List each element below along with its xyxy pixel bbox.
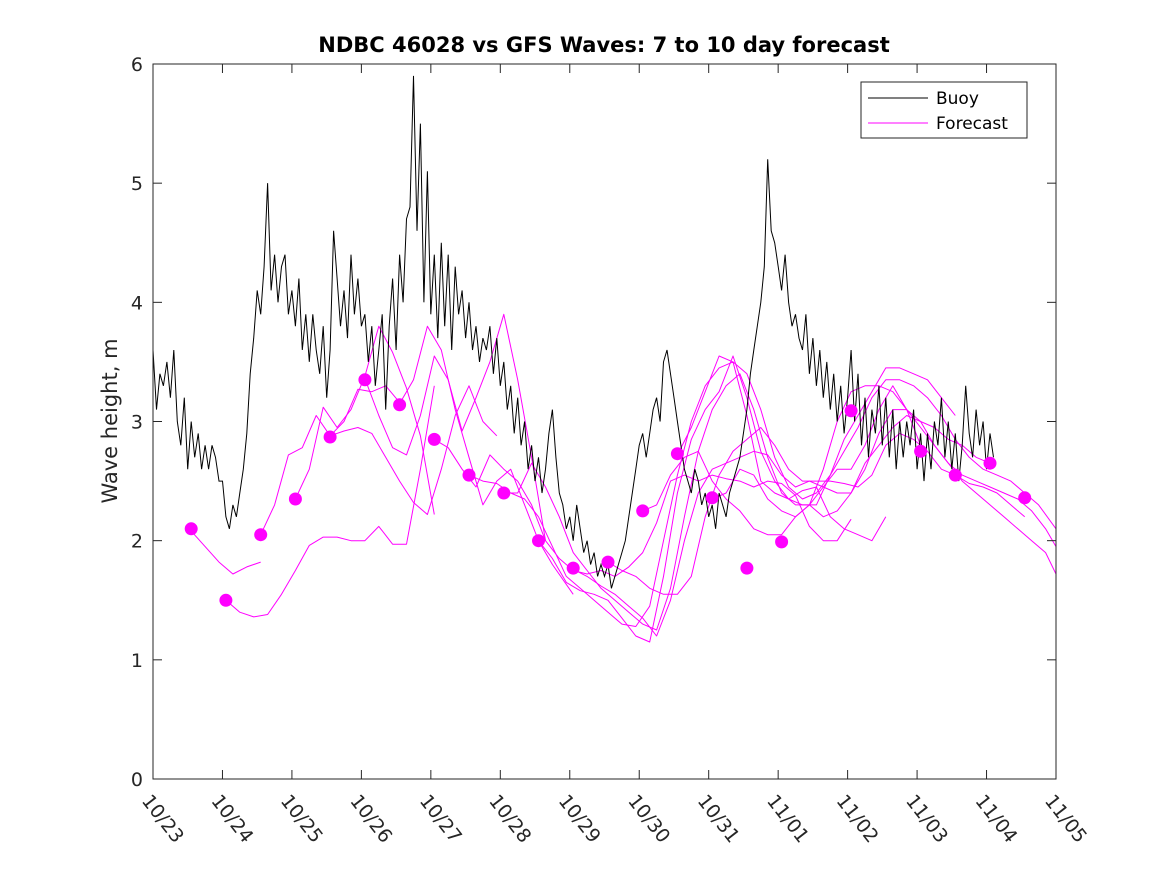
forecast-marker xyxy=(393,398,407,412)
forecast-marker xyxy=(184,522,198,536)
forecast-marker xyxy=(775,535,789,549)
forecast-marker xyxy=(1018,491,1032,505)
forecast-marker xyxy=(532,534,545,548)
forecast-marker xyxy=(948,468,962,482)
chart-title: NDBC 46028 vs GFS Waves: 7 to 10 day for… xyxy=(318,33,889,57)
forecast-marker xyxy=(705,491,719,505)
plot-area xyxy=(152,63,1057,780)
series-layer xyxy=(153,75,1056,643)
y-tick-label: 1 xyxy=(131,650,143,672)
forecast-marker xyxy=(358,373,372,387)
legend-label-buoy: Buoy xyxy=(936,89,979,109)
forecast-marker xyxy=(914,444,928,458)
forecast-marker xyxy=(254,528,268,542)
forecast-line-10 xyxy=(538,355,956,643)
legend-box xyxy=(860,81,1028,139)
y-axis-ticks: 0 1 2 3 4 5 6 xyxy=(131,54,1056,791)
forecast-line-9 xyxy=(503,373,922,631)
forecast-marker xyxy=(288,492,302,506)
y-axis-label: Wave height, m xyxy=(98,338,122,503)
forecast-marker xyxy=(462,468,476,482)
forecast-marker xyxy=(844,404,858,418)
forecast-marker xyxy=(740,561,754,575)
forecast-line-0 xyxy=(190,530,261,575)
y-tick-label: 3 xyxy=(131,412,143,434)
legend-label-forecast: Forecast xyxy=(936,114,1008,134)
forecast-line-14 xyxy=(676,355,1056,530)
forecast-marker xyxy=(427,432,441,446)
forecast-marker xyxy=(566,561,580,575)
forecast-line-7 xyxy=(434,438,852,577)
y-tick-label: 2 xyxy=(131,531,143,553)
buoy-line xyxy=(153,75,994,589)
forecast-marker xyxy=(636,504,650,518)
y-tick-label: 4 xyxy=(131,292,143,314)
forecast-line-1 xyxy=(225,385,435,618)
forecast-marker xyxy=(219,593,233,607)
forecast-line-5 xyxy=(364,313,546,541)
y-tick-label: 0 xyxy=(131,769,143,791)
forecast-marker xyxy=(323,430,337,444)
y-tick-label: 6 xyxy=(131,54,143,76)
forecast-line-15 xyxy=(712,385,1056,547)
y-tick-label: 5 xyxy=(131,173,143,195)
legend: Buoy Forecast xyxy=(860,81,1028,139)
forecast-marker xyxy=(670,447,684,461)
forecast-line-13 xyxy=(642,415,1056,575)
forecast-marker xyxy=(983,456,997,470)
forecast-marker xyxy=(497,486,511,500)
forecast-line-4 xyxy=(329,385,498,515)
forecast-marker xyxy=(601,555,615,569)
